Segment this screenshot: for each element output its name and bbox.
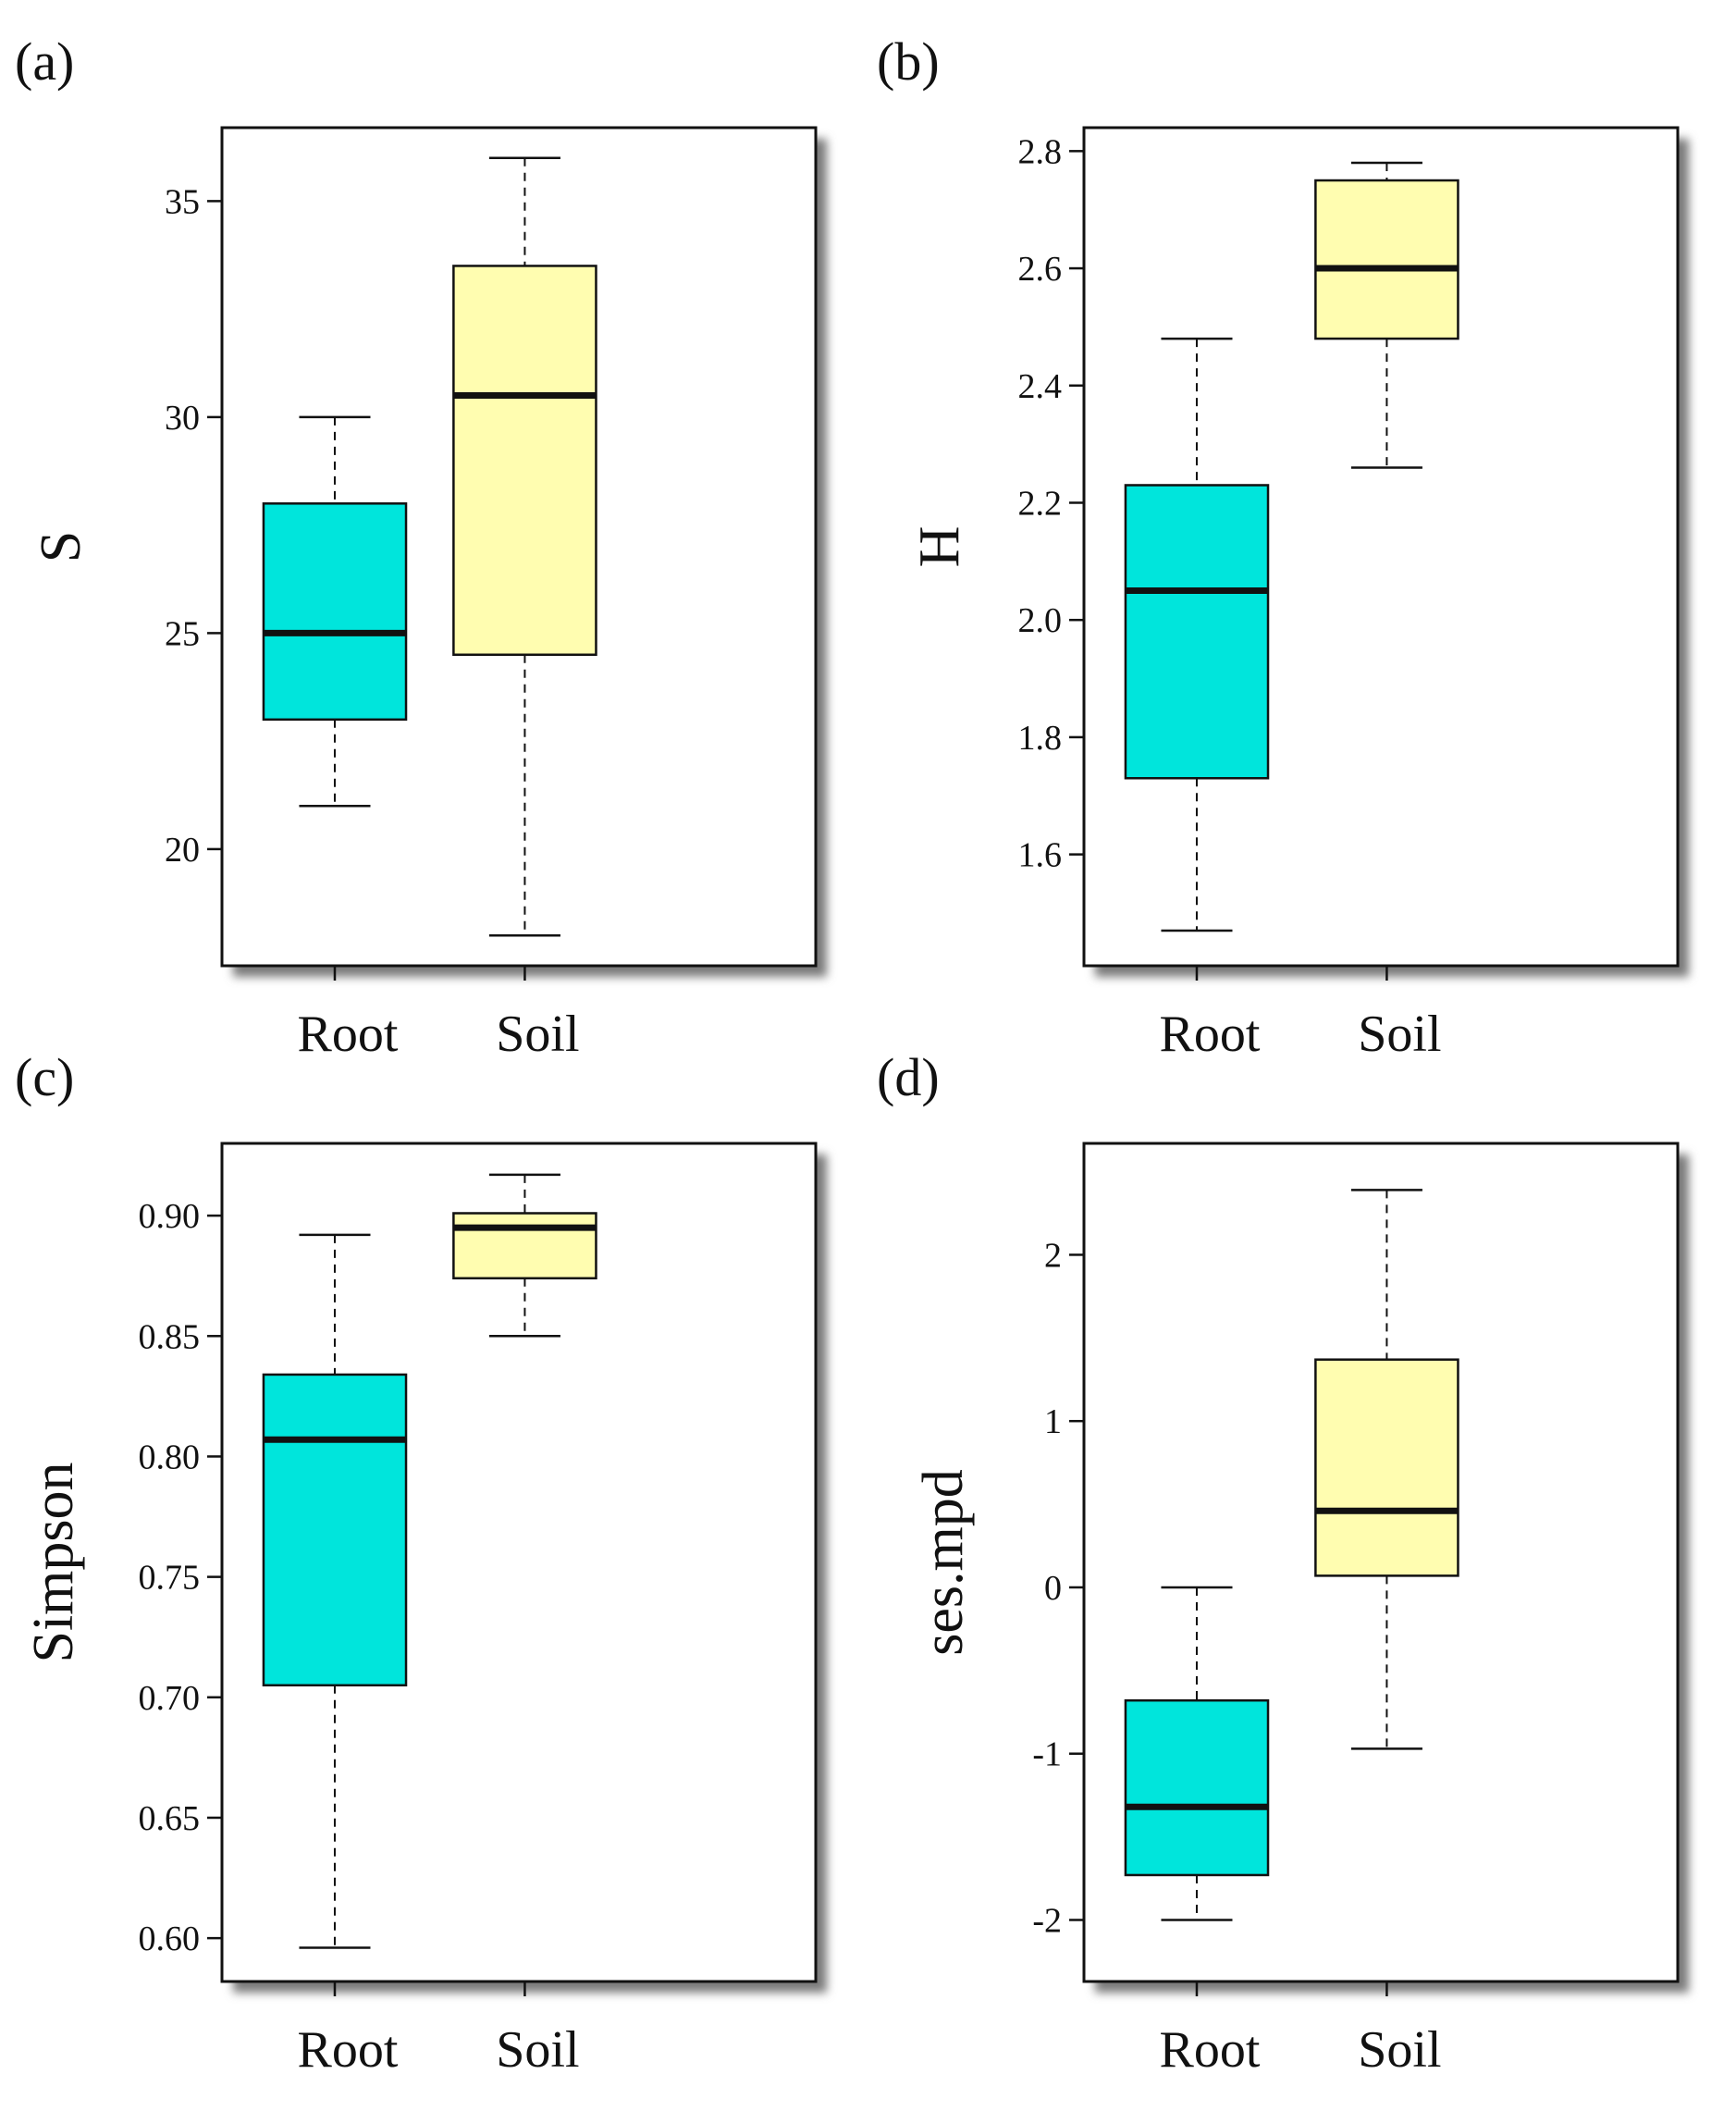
soil-box — [452, 1212, 597, 1280]
y-tick-label: 2.2 — [1018, 484, 1063, 523]
y-axis-title: S — [30, 531, 92, 562]
panel-label: (c) — [15, 1047, 74, 1107]
y-tick-label: -1 — [1032, 1735, 1062, 1774]
y-tick-label: 0.65 — [139, 1799, 201, 1838]
x-category-label: Root — [298, 2021, 399, 2079]
x-category-label: Soil — [496, 2021, 579, 2079]
y-tick-label: 1.6 — [1018, 836, 1063, 875]
y-tick-label: 2 — [1044, 1236, 1062, 1275]
x-category-label: Root — [1160, 2021, 1261, 2079]
y-tick-label: 0.90 — [139, 1197, 201, 1236]
panel-label: (d) — [877, 1047, 940, 1107]
soil-box — [452, 265, 597, 657]
panel-a: (a) S 20 25 30 35 Root Soil — [15, 31, 827, 1063]
y-tick-label: 30 — [165, 399, 200, 438]
x-category-label: Soil — [496, 1006, 579, 1063]
y-tick-label: 35 — [165, 182, 200, 221]
x-category-label: Soil — [1358, 2021, 1441, 2079]
x-category-label: Root — [298, 1006, 399, 1063]
root-box — [262, 1373, 408, 1687]
y-tick-label: 2.6 — [1018, 250, 1063, 289]
y-tick-label: 1.8 — [1018, 719, 1063, 758]
y-tick-label: 0.75 — [139, 1559, 201, 1598]
root-box — [1124, 1698, 1270, 1877]
root-box — [262, 502, 408, 722]
y-axis-title: H — [908, 526, 971, 568]
y-tick-label: 2.4 — [1018, 367, 1063, 406]
panel-label: (a) — [15, 31, 74, 92]
panel-label: (b) — [877, 31, 940, 92]
panel-d: (d) ses.mpd -2 -1 0 1 2 Root Soil — [877, 1047, 1689, 2079]
y-axis-title: ses.mpd — [912, 1469, 975, 1656]
x-category-label: Root — [1160, 1006, 1261, 1063]
x-category-label: Soil — [1358, 1006, 1441, 1063]
y-tick-label: 25 — [165, 614, 200, 653]
y-tick-label: 0.60 — [139, 1920, 201, 1958]
y-tick-label: 2.0 — [1018, 601, 1063, 640]
panel-c: (c) Simpson 0.60 0.65 0.70 0.75 0.80 0.85 0.90 Ro… — [15, 1047, 827, 2079]
soil-box — [1314, 1358, 1459, 1577]
y-tick-label: 0.70 — [139, 1679, 201, 1718]
panel-b: (b) H 1.6 1.8 2.0 2.2 2.4 2.6 2.8 Root Soil — [877, 31, 1689, 1063]
y-axis-title: Simpson — [22, 1462, 85, 1662]
soil-box — [1314, 179, 1459, 340]
y-tick-label: -2 — [1032, 1901, 1062, 1940]
root-box — [1124, 484, 1270, 780]
y-tick-label: 20 — [165, 831, 200, 870]
y-tick-label: 2.8 — [1018, 132, 1063, 171]
y-tick-label: 0.80 — [139, 1438, 201, 1476]
y-tick-label: 1 — [1044, 1402, 1062, 1441]
y-tick-label: 0.85 — [139, 1317, 201, 1356]
y-tick-label: 0 — [1044, 1569, 1062, 1608]
